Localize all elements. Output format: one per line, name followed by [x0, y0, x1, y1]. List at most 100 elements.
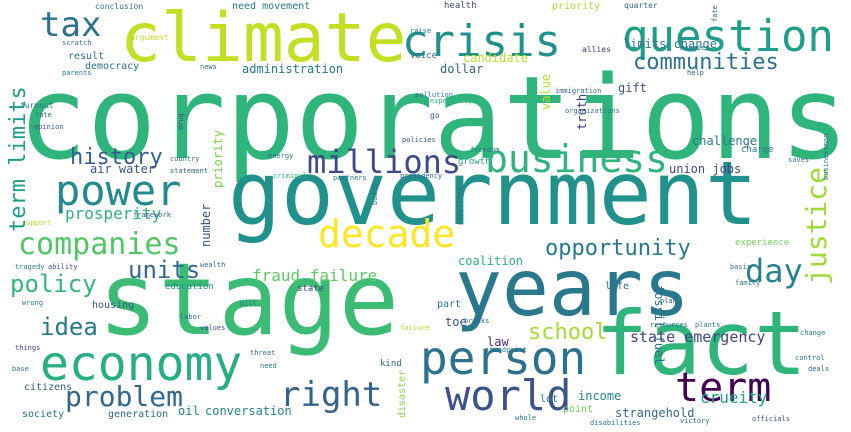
word-union-jobs: union jobs — [669, 162, 742, 176]
word-value: value — [539, 73, 553, 110]
word-result: result — [68, 51, 105, 62]
word-fossil-fuel: fossil fuel — [652, 285, 666, 365]
word-conversation: conversation — [205, 404, 292, 418]
word-communities: communities — [633, 50, 779, 75]
word-experience: experience — [735, 238, 790, 248]
word-coalition: coalition — [458, 254, 524, 268]
word-priority: priority — [211, 130, 225, 188]
word-citizens: citizens — [24, 382, 73, 393]
word-wrong: wrong — [22, 299, 44, 307]
word-generation: generation — [108, 409, 169, 420]
word-economy: economy — [40, 336, 243, 392]
word-part: part — [437, 299, 462, 310]
word-history: history — [70, 145, 163, 170]
word-limits-change: limits change — [623, 37, 717, 51]
word-quarter: quarter — [624, 1, 658, 10]
word-growth: growth — [458, 157, 491, 167]
word-power: power — [55, 166, 182, 215]
word-years: years — [455, 244, 690, 334]
word-millions: millions — [307, 143, 462, 181]
word-allies: allies — [582, 45, 611, 54]
word-decade: decade — [318, 212, 456, 256]
word-framework: framework — [133, 211, 171, 219]
word-state: state — [297, 284, 325, 294]
word-crisis: crisis — [402, 16, 561, 67]
word-energy: energy — [268, 152, 294, 160]
word-freedom: freedom — [470, 146, 500, 154]
word-board: board — [371, 183, 379, 205]
word-criminal: criminal — [273, 172, 307, 180]
word-pipelines: pipelines — [456, 187, 464, 225]
word-standpoint: standpoint — [485, 346, 528, 354]
word-maggie: maggie — [680, 44, 706, 52]
word-base: base — [12, 365, 29, 373]
word-need-movement: need movement — [232, 1, 311, 12]
word-companies: companies — [18, 227, 181, 262]
word-victory: victory — [680, 417, 710, 425]
word-strangehold: strangehold — [615, 406, 695, 420]
word-bill: bill — [240, 300, 257, 308]
word-school: school — [528, 320, 608, 345]
word-health: health — [444, 1, 477, 11]
word-ability: ability — [48, 263, 78, 271]
word-climate: climate — [120, 0, 407, 78]
word-income: income — [578, 389, 622, 403]
word-tax: tax — [40, 5, 102, 45]
word-truth: truth — [575, 93, 589, 130]
word-breaks: breaks — [464, 317, 490, 325]
word-family: family — [735, 279, 761, 287]
word-justice: justice — [800, 166, 833, 285]
word-candidate: candidate — [463, 51, 529, 65]
word-government: government — [228, 142, 758, 245]
word-gift: gift — [618, 81, 647, 95]
word-control: control — [795, 354, 825, 362]
word-priority-top: priority — [552, 1, 601, 12]
word-fate: fate — [711, 5, 719, 22]
word-air-water: air water — [90, 162, 156, 176]
word-kind: kind — [380, 359, 402, 369]
word-policies: policies — [402, 136, 436, 144]
word-housing: housing — [92, 300, 135, 311]
word-threat: threat — [250, 349, 276, 357]
word-wealth: wealth — [200, 261, 226, 269]
word-disaster: disaster — [397, 369, 408, 418]
word-fact: fact — [595, 292, 807, 395]
word-labor: labor — [180, 313, 202, 321]
word-raise: raise — [410, 27, 432, 35]
word-prosperity: prosperity — [65, 204, 162, 223]
word-policy: policy — [10, 270, 97, 298]
word-immigration: immigration — [555, 87, 602, 95]
word-idea: idea — [40, 313, 98, 341]
word-pollution: pollution — [415, 91, 453, 99]
word-whole: whole — [515, 414, 537, 422]
word-parents: parents — [62, 69, 92, 77]
word-number: number — [199, 203, 213, 247]
word-society: society — [22, 409, 65, 420]
word-drug: drug — [177, 113, 185, 130]
word-fraud-failure: fraud failure — [252, 266, 378, 285]
word-tragedy: tragedy — [15, 263, 45, 271]
word-deals: deals — [808, 365, 830, 373]
word-person: person — [420, 331, 587, 385]
word-help: help — [687, 69, 704, 77]
word-challenge: challenge — [692, 134, 758, 148]
word-toe: toe — [445, 315, 467, 329]
word-turnout: turnout — [20, 101, 54, 110]
word-stage: stage — [98, 241, 400, 358]
word-term-limits: term limits — [6, 86, 31, 232]
word-problem: problem — [65, 380, 184, 413]
word-change: change — [800, 329, 826, 337]
word-officials: officials — [752, 415, 790, 423]
word-failure: failure — [400, 324, 430, 332]
word-lot: lot — [540, 394, 559, 405]
word-state-emergency: state emergency — [630, 328, 766, 346]
word-saves: saves — [788, 156, 810, 164]
word-point: point — [563, 404, 594, 415]
word-education: education — [165, 282, 214, 292]
word-need: need — [260, 362, 277, 370]
word-expectancy: expectancy — [430, 97, 473, 105]
word-right: right — [280, 375, 383, 415]
word-term: term — [675, 365, 772, 411]
word-resources: resources — [650, 321, 688, 329]
word-question: question — [622, 11, 834, 62]
